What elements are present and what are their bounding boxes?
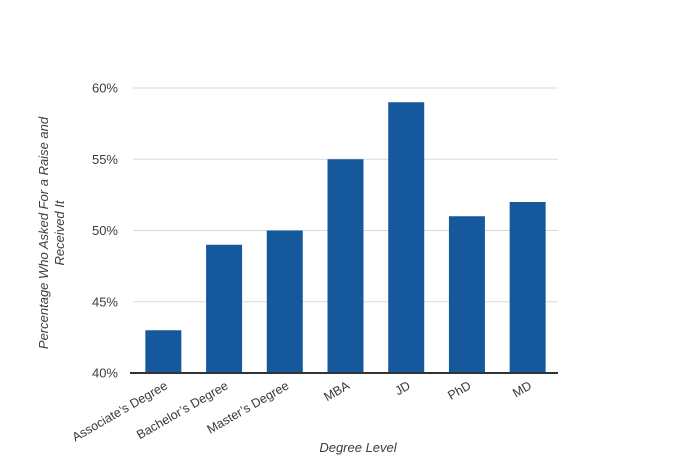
bar	[388, 102, 425, 373]
y-tick-label: 55%	[92, 152, 118, 167]
bar	[327, 159, 364, 373]
bar	[145, 330, 182, 373]
y-axis-title-line2: Received It	[52, 199, 67, 265]
x-tick-label: MBA	[322, 378, 353, 404]
x-axis-title: Degree Level	[319, 440, 397, 455]
bar	[206, 244, 243, 373]
y-axis-title-line1: Percentage Who Asked For a Raise and	[36, 116, 51, 349]
x-tick-label: JD	[392, 378, 412, 398]
x-tick-label: PhD	[445, 378, 473, 402]
y-tick-label: 50%	[92, 223, 118, 238]
x-tick-label: Associate’s Degree	[70, 378, 170, 444]
bar	[509, 202, 546, 373]
x-tick-label: MD	[510, 378, 534, 400]
y-tick-labels: 40% 45% 50% 55% 60%	[92, 81, 118, 381]
y-tick-label: 40%	[92, 366, 118, 381]
bar	[266, 230, 303, 373]
y-tick-label: 45%	[92, 294, 118, 309]
bars-group	[145, 102, 546, 373]
axis-titles: Degree Level Percentage Who Asked For a R…	[36, 116, 398, 455]
bar	[448, 216, 485, 373]
y-tick-label: 60%	[92, 81, 118, 96]
